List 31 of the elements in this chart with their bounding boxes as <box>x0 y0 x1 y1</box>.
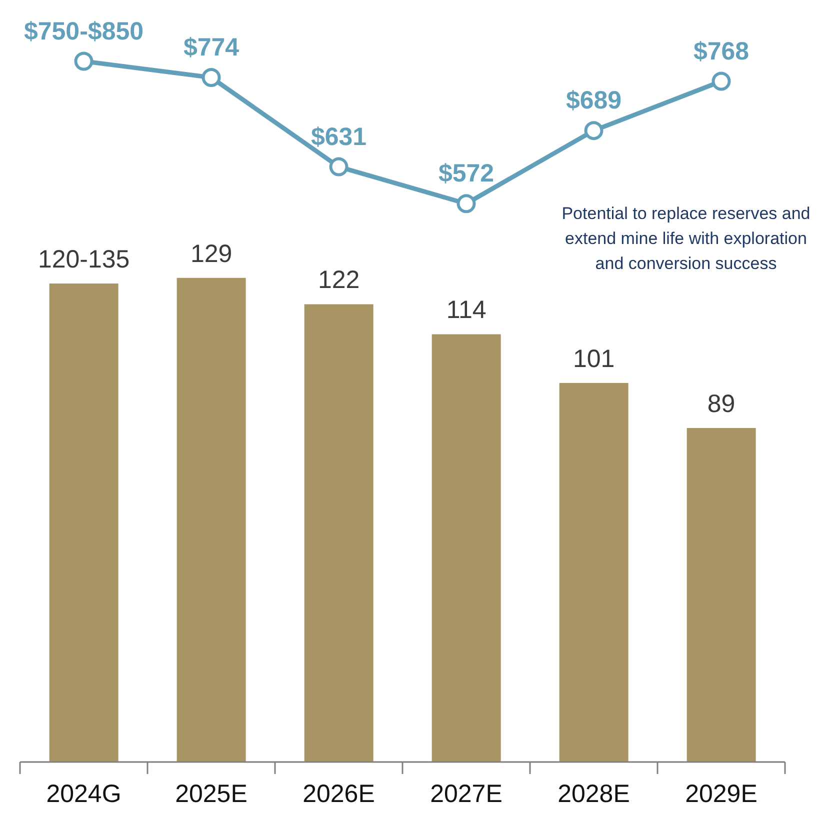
data-label: $750-$850 <box>24 17 144 46</box>
x-tick-label: 2024G <box>46 780 122 808</box>
data-label: $689 <box>566 86 622 115</box>
point <box>712 72 731 91</box>
x-tick-label: 2027E <box>430 780 502 808</box>
text: Potential to replace reserves and extend mine life with exploration and conversion success <box>560 203 812 275</box>
data-label: 89 <box>707 390 736 418</box>
data-label: 101 <box>572 345 615 373</box>
data-label: 122 <box>318 266 360 294</box>
data-label: $572 <box>438 160 494 188</box>
data-label: 129 <box>190 240 232 268</box>
data-label: 120-135 <box>38 246 130 274</box>
data-label: $768 <box>693 37 750 66</box>
data-label: $774 <box>183 34 240 62</box>
bar <box>304 304 374 762</box>
bar <box>686 428 756 762</box>
x-tick-label: 2028E <box>558 780 630 808</box>
point <box>584 121 604 140</box>
bar <box>432 334 501 762</box>
point <box>74 52 94 71</box>
bar <box>49 284 118 762</box>
data-label: 114 <box>446 296 486 324</box>
x-tick-label: 2026E <box>302 780 375 808</box>
bar <box>559 383 628 762</box>
x-tick-label: 2029E <box>685 780 758 808</box>
data-label: $631 <box>310 122 367 151</box>
bar <box>176 278 246 762</box>
point <box>202 68 221 88</box>
x-tick-label: 2025E <box>175 780 248 808</box>
point <box>456 194 476 214</box>
point <box>329 157 348 176</box>
